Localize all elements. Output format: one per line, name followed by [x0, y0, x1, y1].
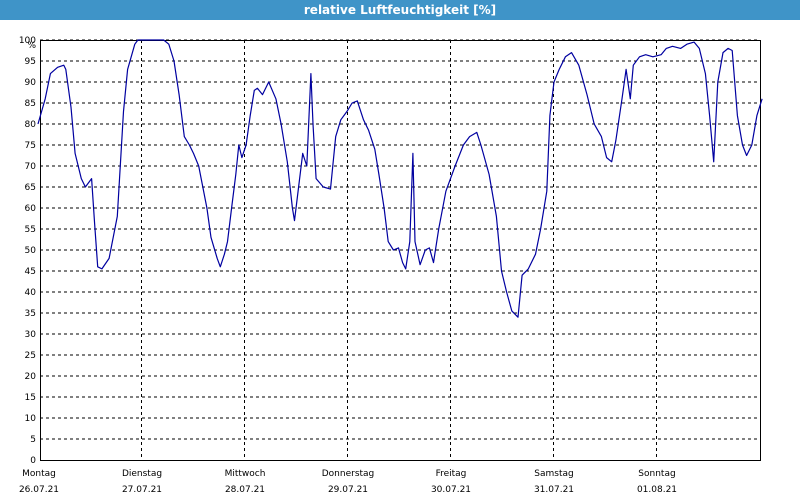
x-date-label: 30.07.21 [431, 485, 471, 495]
y-tick-label: 60 [25, 204, 37, 214]
y-tick-label: 15 [25, 393, 36, 403]
y-tick-label: 70 [25, 162, 37, 172]
chart-title: relative Luftfeuchtigkeit [%] [303, 3, 497, 17]
y-tick-label: 100 [19, 36, 36, 46]
x-weekday-label: Donnerstag [322, 469, 375, 479]
chart-title-bar: relative Luftfeuchtigkeit [%] [0, 0, 800, 20]
y-tick-label: 30 [25, 330, 37, 340]
y-tick-label: 95 [25, 57, 36, 67]
y-tick-label: 45 [25, 267, 36, 277]
x-date-label: 26.07.21 [19, 485, 59, 495]
y-tick-label: 20 [25, 372, 37, 382]
y-tick-label: 90 [25, 78, 37, 88]
y-tick-label: 35 [25, 309, 36, 319]
x-weekday-label: Mittwoch [225, 469, 266, 479]
x-date-label: 28.07.21 [225, 485, 265, 495]
y-tick-label: 65 [25, 183, 36, 193]
x-weekday-label: Samstag [534, 469, 573, 479]
x-date-label: 01.08.21 [637, 485, 677, 495]
y-unit-label: % [27, 41, 36, 51]
x-date-label: 31.07.21 [534, 485, 574, 495]
y-tick-label: 0 [30, 456, 36, 466]
x-weekday-label: Montag [22, 469, 56, 479]
y-tick-label: 55 [25, 225, 36, 235]
y-tick-label: 5 [30, 435, 36, 445]
y-tick-label: 80 [25, 120, 37, 130]
x-weekday-label: Sonntag [638, 469, 675, 479]
y-tick-label: 75 [25, 141, 36, 151]
x-weekday-label: Dienstag [122, 469, 162, 479]
y-tick-label: 50 [25, 246, 37, 256]
x-date-label: 29.07.21 [328, 485, 368, 495]
plot-frame [40, 40, 761, 461]
y-tick-label: 10 [25, 414, 37, 424]
y-tick-label: 25 [25, 351, 36, 361]
x-date-label: 27.07.21 [122, 485, 162, 495]
y-tick-label: 85 [25, 99, 36, 109]
x-weekday-label: Freitag [436, 469, 467, 479]
y-tick-label: 40 [25, 288, 37, 298]
humidity-series-line [37, 39, 763, 318]
